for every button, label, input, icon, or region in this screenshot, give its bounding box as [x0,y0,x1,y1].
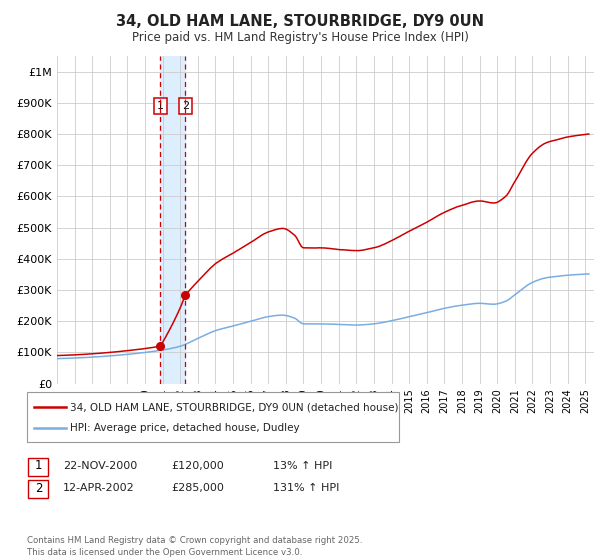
Text: £120,000: £120,000 [171,461,224,471]
Text: Contains HM Land Registry data © Crown copyright and database right 2025.
This d: Contains HM Land Registry data © Crown c… [27,536,362,557]
Text: 13% ↑ HPI: 13% ↑ HPI [273,461,332,471]
Text: 1: 1 [35,459,42,473]
Text: £285,000: £285,000 [171,483,224,493]
Text: Price paid vs. HM Land Registry's House Price Index (HPI): Price paid vs. HM Land Registry's House … [131,31,469,44]
Text: 34, OLD HAM LANE, STOURBRIDGE, DY9 0UN: 34, OLD HAM LANE, STOURBRIDGE, DY9 0UN [116,14,484,29]
Text: 34, OLD HAM LANE, STOURBRIDGE, DY9 0UN (detached house): 34, OLD HAM LANE, STOURBRIDGE, DY9 0UN (… [70,402,398,412]
Text: 2: 2 [182,101,189,111]
Bar [160,56,185,384]
Text: HPI: Average price, detached house, Dudley: HPI: Average price, detached house, Dudl… [70,423,300,433]
Text: 22-NOV-2000: 22-NOV-2000 [63,461,137,471]
Text: 131% ↑ HPI: 131% ↑ HPI [273,483,340,493]
Text: 12-APR-2002: 12-APR-2002 [63,483,135,493]
Text: 2: 2 [35,482,42,495]
Text: 1: 1 [157,101,164,111]
